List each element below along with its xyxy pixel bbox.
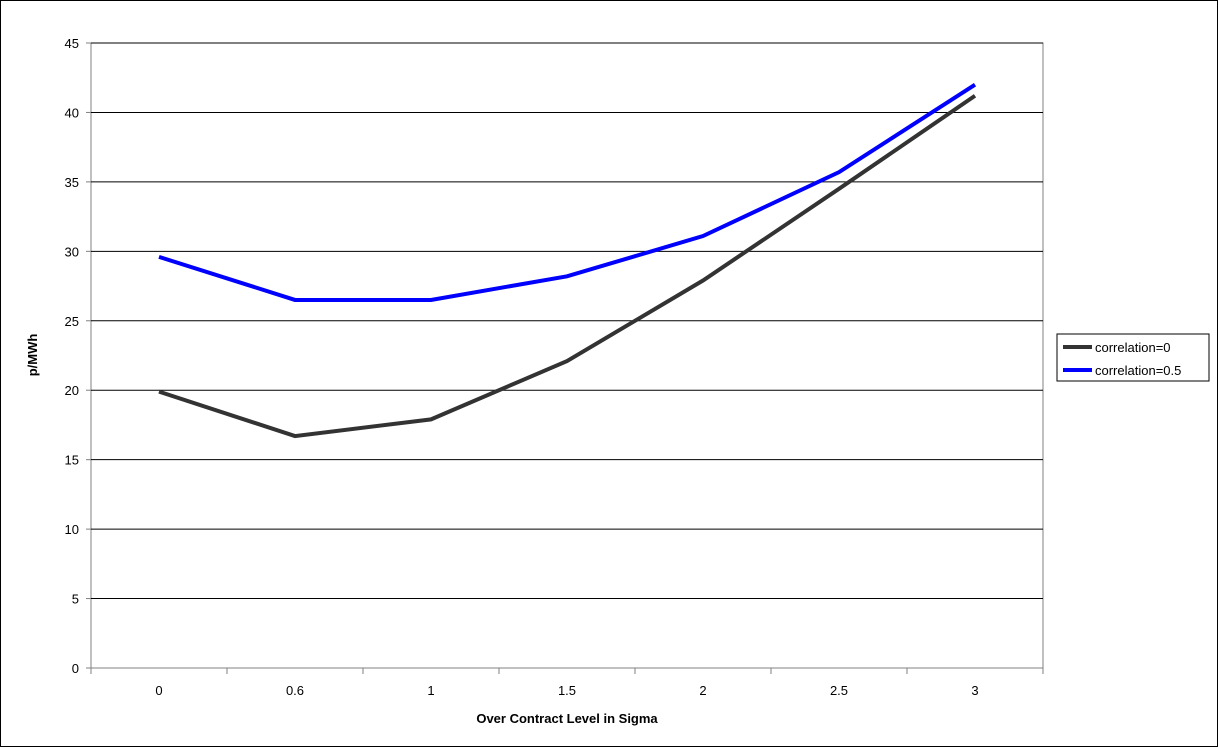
y-tick-label: 30 bbox=[65, 244, 79, 259]
x-tick-label: 1 bbox=[427, 683, 434, 698]
y-tick-label: 5 bbox=[72, 592, 79, 607]
y-tick-label: 10 bbox=[65, 522, 79, 537]
gridlines bbox=[91, 42, 1043, 600]
series-line-0 bbox=[158, 94, 977, 439]
series-line-1 bbox=[158, 82, 977, 302]
legend-box bbox=[1056, 333, 1210, 382]
y-axis-title: p/MWh bbox=[25, 334, 40, 377]
x-tick-label: 2.5 bbox=[830, 683, 848, 698]
legend-label-correlation-0: correlation=0 bbox=[1095, 340, 1171, 355]
plot-area bbox=[90, 42, 1044, 669]
y-tick-label: 15 bbox=[65, 453, 79, 468]
y-tick-label: 45 bbox=[65, 36, 79, 51]
y-tick-label: 35 bbox=[65, 175, 79, 190]
y-tick-label: 20 bbox=[65, 383, 79, 398]
x-axis-title: Over Contract Level in Sigma bbox=[476, 711, 658, 726]
x-tick-label: 0 bbox=[155, 683, 162, 698]
series-lines bbox=[158, 82, 977, 439]
x-axis: 0 0.6 1 1.5 2 2.5 3 bbox=[90, 667, 1044, 698]
legend: correlation=0 correlation=0.5 bbox=[1056, 333, 1210, 382]
x-tick-label: 0.6 bbox=[286, 683, 304, 698]
y-tick-label: 25 bbox=[65, 314, 79, 329]
y-axis: 0 5 10 15 20 25 30 35 40 45 bbox=[65, 36, 91, 676]
legend-label-correlation-0-5: correlation=0.5 bbox=[1095, 363, 1181, 378]
y-tick-label: 40 bbox=[65, 105, 79, 120]
x-tick-label: 2 bbox=[699, 683, 706, 698]
x-tick-label: 3 bbox=[971, 683, 978, 698]
x-tick-label: 1.5 bbox=[558, 683, 576, 698]
y-tick-label: 0 bbox=[72, 661, 79, 676]
